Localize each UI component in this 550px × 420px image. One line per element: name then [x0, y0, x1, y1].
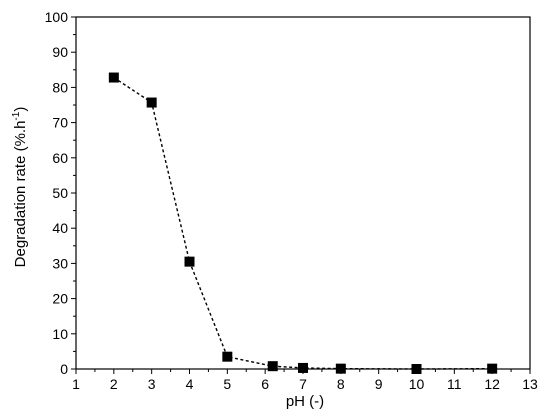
data-point-square — [222, 351, 233, 362]
x-tick-label: 1 — [72, 376, 80, 392]
x-tick-label: 12 — [484, 376, 500, 392]
y-tick-label: 10 — [52, 326, 68, 342]
y-tick-label: 40 — [52, 220, 68, 236]
x-axis-label: pH (-) — [286, 393, 324, 410]
y-axis-label: Degradation rate (%.h-1) — [11, 107, 29, 268]
y-tick-label: 80 — [52, 79, 68, 95]
x-tick-label: 7 — [299, 376, 307, 392]
data-point-square — [411, 364, 422, 374]
x-tick-label: 3 — [148, 376, 156, 392]
x-tick-label: 9 — [375, 376, 383, 392]
x-tick-label: 4 — [186, 376, 194, 392]
y-axis-label-superscript: -1 — [11, 111, 22, 120]
x-tick-label: 6 — [261, 376, 269, 392]
x-tick-label: 2 — [110, 376, 118, 392]
x-tick-label: 5 — [223, 376, 231, 392]
x-tick-label: 13 — [522, 376, 538, 392]
y-tick-label: 20 — [52, 291, 68, 307]
x-tick-label: 11 — [447, 376, 462, 392]
y-tick-label: 60 — [52, 150, 68, 166]
data-point-square — [146, 97, 157, 108]
series-dashed-line — [113, 76, 493, 370]
data-point-square — [298, 362, 308, 373]
y-axis-label-main: Degradation rate (%.h — [12, 121, 29, 268]
y-tick-label: 30 — [52, 255, 68, 271]
data-point-square — [184, 256, 195, 267]
data-point-square — [335, 363, 346, 374]
y-axis-label-close: ) — [12, 107, 29, 112]
y-tick-label: 70 — [52, 115, 68, 131]
data-point-square — [487, 363, 498, 374]
y-tick-label: 50 — [52, 185, 68, 201]
y-tick-label: 90 — [52, 44, 68, 60]
x-tick-label: 10 — [409, 376, 425, 392]
x-tick-label: 8 — [337, 376, 345, 392]
plot-frame — [75, 16, 531, 370]
y-tick-label: 100 — [45, 9, 69, 25]
y-tick-label: 0 — [60, 361, 68, 377]
data-point-square — [267, 361, 278, 372]
data-point-square — [108, 72, 119, 83]
